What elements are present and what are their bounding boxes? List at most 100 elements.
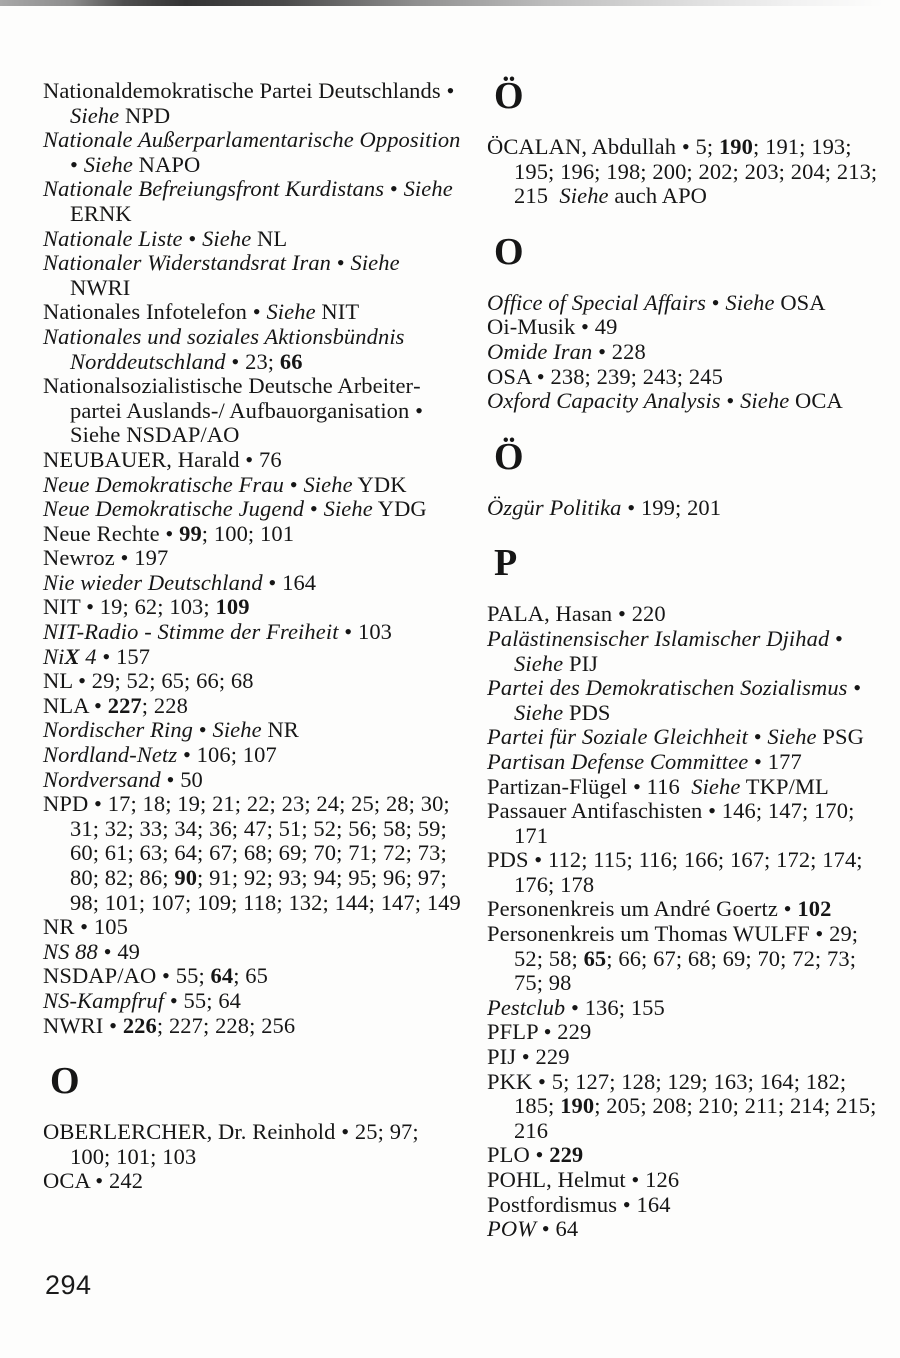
index-entry-text: • 199; 201 [621,494,722,520]
index-entry: Neue Rechte • 99; 100; 101 [43,520,462,547]
index-entry-text: Siehe [514,650,564,676]
index-entry: Nordland-Netz • 106; 107 [43,742,462,768]
index-entry: Nordversand • 50 [43,766,462,793]
index-entry: PFLP • 229 [487,1020,888,1045]
index-entry-text: Omide Iran [487,338,593,364]
index-entry-text: Nationales Infotelefon • [43,299,267,325]
index-entry: Partizan-Flügel • 116 Siehe TKP/ML [487,773,888,800]
index-entry: ÖCALAN, Abdullah • 5; 190; 191; 193; 195… [487,134,888,209]
index-entry: Oi-Musik • 49 [487,315,888,340]
index-entry-text: Partizan-Flügel • 116 [487,773,692,799]
index-entry-text: 4 [79,643,97,669]
index-entry: NL • 29; 52; 65; 66; 68 [43,668,462,694]
index-entry-text: OSA • 238; 239; 243; 245 [487,363,723,389]
index-entry-text: PALA, Hasan • 220 [487,601,666,627]
index-entry-text: Neue Demokratische Jugend [43,496,305,522]
index-entry-text: PKK • 5; 127; 128; 129; 163; 164; 182; 1… [487,1068,847,1119]
index-entry: NPD • 17; 18; 19; 21; 22; 23; 24; 25; 28… [43,791,462,915]
index-entry: Partei des Demokratischen Sozialismus • … [487,675,888,725]
index-entry-text: Siehe [303,471,353,497]
index-entry-text: NIT • 19; 62; 103; [43,594,216,620]
index-entry-text: • 64 [536,1216,579,1242]
index-entry-text: • 228 [592,338,646,364]
index-entry-text: NS-Kampfruf [43,987,165,1013]
index-entry-text: Partei für Soziale Gleichheit [487,724,748,750]
index-entry-text: Nordischer Ring [43,717,194,743]
index-entry-text: PIJ [563,650,599,676]
index-entry: NSDAP/AO • 55; 64; 65 [43,964,462,989]
index-entry: Personenkreis um André Goertz • 102 [487,897,888,922]
index-entry-text: Postfordismus • 164 [487,1191,671,1217]
index-entry-text: YDK [352,471,407,497]
index-entry: Partei für Soziale Gleichheit • Siehe PS… [487,725,888,750]
index-entry: Oxford Capacity Analysis • Siehe OCA [487,388,888,414]
index-entry-text: • [847,675,862,701]
index-entry-text: PSG [816,724,864,750]
index-entry-text: • [384,176,404,202]
index-entry: NIT • 19; 62; 103; 109 [43,595,462,620]
index-entry-text: • 177 [748,748,802,774]
index-entry-text: Siehe [323,496,373,522]
index-entry: OBERLERCHER, Dr. Reinhold • 25; 97; 100;… [43,1119,462,1169]
index-entry-text: auch APO [608,183,708,209]
index-entry-text: 109 [215,594,250,620]
index-entry: Nationaldemokratische Partei Deutsch­lan… [43,78,462,128]
index-entry-text: Siehe [725,289,775,315]
index-entry-text: Siehe [691,773,741,799]
index-entry: POW • 64 [487,1216,888,1242]
index-entry-text: • 157 [96,643,151,669]
index-entry: NIT-Radio - Stimme der Freiheit • 103 [43,619,462,645]
index-entry-text: Office of Special Affairs [487,289,706,315]
index-entry-text: Nationale Befreiungsfront Kurdistans [43,176,385,202]
index-entry-text: ; 65 [233,963,269,989]
index-entry-text: • [747,724,768,750]
index-entry-text: ; 227; 228; 256 [156,1012,296,1038]
scan-artifact-bar [0,0,884,6]
index-entry-text: • 136; 155 [565,994,665,1020]
index-entry: Neue Demokratische Jugend • Siehe YDG [43,496,462,522]
index-entry-text: POW [487,1216,537,1242]
index-entry-text: Siehe [403,176,453,202]
index-entry-text: • [193,717,213,743]
index-entry: Neue Demokratische Frau • Siehe YDK [43,471,462,498]
index-entry-text: Siehe [70,102,120,128]
index-entry: PIJ • 229 [487,1044,888,1070]
index-entry-text: NEUBAUER, Harald • 76 [43,446,282,472]
index-entry: Nationaler Widerstandsrat Iran • Siehe N… [43,250,462,300]
index-entry-text: • 164 [262,569,317,595]
index-entry-text: NPD [119,102,171,128]
index-entry-text: NIT [315,299,360,325]
index-entry-text: Özgür Politika [487,494,622,520]
index-entry: NS 88 • 49 [43,939,462,965]
index-entry-text: 190 [718,134,754,159]
index-entry-text: 190 [560,1093,595,1119]
index-entry-text: Neue Rechte • [43,520,180,546]
index-entry-text: Siehe [212,717,262,743]
index-entry: PKK • 5; 127; 128; 129; 163; 164; 182; 1… [487,1068,888,1144]
index-entry-text: Siehe [350,250,400,276]
index-entry-text: 99 [179,520,202,546]
index-entry: Newroz • 197 [43,545,462,571]
letter-heading-ö: Ö [494,75,524,117]
index-entry-text: 65 [583,945,607,971]
letter-heading-p: P [494,542,518,585]
index-entry-text: 229 [549,1142,584,1168]
index-entry: Nationales Infotelefon • Siehe NIT [43,300,462,325]
index-entry-text: Nordland-Netz [43,742,178,768]
index-entry-text: • [182,225,203,251]
index-entry: OSA • 238; 239; 243; 245 [487,363,888,390]
index-entry-text: • 50 [160,766,203,792]
index-entry: Nationale Liste • Siehe NL [43,225,462,252]
index-entry-text: Oi-Musik • 49 [487,314,618,340]
index-entry-text: Personenkreis um André Goertz • [487,896,798,922]
index-entry-text: Siehe [740,388,790,414]
index-entry-text: 227 [107,692,142,718]
index-entry: Nationale Außerparlamentarische Oppo­sit… [43,127,462,177]
index-entry-text: • 103 [338,619,393,645]
index-entry-text: 226 [122,1012,157,1038]
index-entry: Nationales und soziales Aktionsbündnis N… [43,324,462,374]
index-entry: Personenkreis um Thomas WULFF • 29; 52; … [487,921,888,996]
index-entry-text: NAPO [132,151,201,177]
index-entry-text: PLO • [487,1142,550,1168]
